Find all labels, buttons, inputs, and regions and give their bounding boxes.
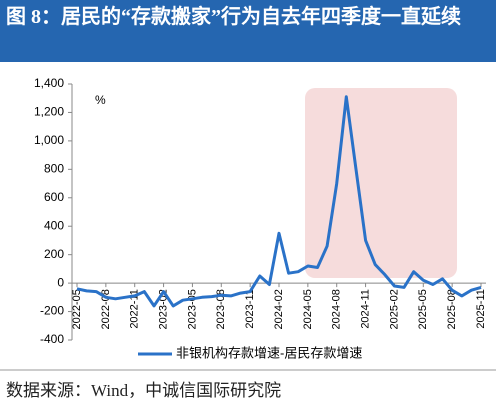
- y-tick-label: 0: [57, 275, 64, 289]
- y-unit: %: [95, 93, 106, 107]
- highlight-region: [305, 88, 457, 278]
- x-tick-label: 2023-02: [157, 289, 169, 329]
- x-tick-label: 2025-05: [417, 289, 429, 329]
- y-tick-label: 1,400: [34, 76, 64, 90]
- x-tick-label: 2022-11: [129, 289, 141, 329]
- y-tick-label: 200: [44, 247, 64, 261]
- x-tick-label: 2024-02: [273, 289, 285, 329]
- data-line: [76, 95, 482, 308]
- x-tick-label: 2024-08: [331, 289, 343, 329]
- y-tick-label: 400: [44, 218, 64, 232]
- legend-label: 非银机构存款增速-居民存款增速: [176, 345, 362, 360]
- x-tick-label: 2023-05: [186, 289, 198, 329]
- chart-title: 图 8：居民的“存款搬家”行为自去年四季度一直延续: [0, 0, 496, 62]
- x-tick-label: 2024-05: [302, 289, 314, 329]
- x-tick-label: 2024-11: [359, 289, 371, 329]
- y-tick-label: 800: [44, 162, 64, 176]
- x-tick-label: 2023-08: [215, 289, 227, 329]
- x-tick-label: 2025-08: [446, 289, 458, 329]
- y-tick-label: 1,000: [34, 133, 64, 147]
- x-tick-label: 2023-11: [244, 289, 256, 329]
- y-tick-label: 600: [44, 190, 64, 204]
- y-tick-label: 1,200: [34, 105, 64, 119]
- x-tick-label: 2022-05: [71, 289, 83, 329]
- x-tick-label: 2025-11: [475, 289, 487, 329]
- y-tick-label: -200: [40, 304, 64, 318]
- x-tick-label: 2025-02: [388, 289, 400, 329]
- source-note: 数据来源：Wind，中诚信国际研究院: [6, 381, 282, 400]
- y-tick-label: -400: [40, 332, 64, 346]
